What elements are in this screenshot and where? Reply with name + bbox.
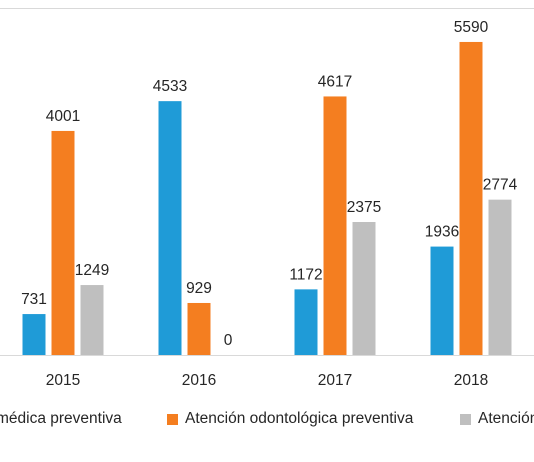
bar-2016-series-1 [158,101,182,355]
legend-label-series-1: médica preventiva [0,410,122,427]
x-tick-label-2015: 2015 [46,372,80,389]
data-label-2015-series-3: 1249 [75,262,109,279]
legend-item-series-1: médica preventiva [0,408,122,430]
data-label-2018-series-1: 1936 [425,224,459,241]
legend-item-series-2: Atención odontológica preventiva [167,408,413,430]
data-label-2018-series-3: 2774 [483,177,518,194]
bar-2017-series-3 [352,222,376,355]
legend-label-series-2: Atención odontológica preventiva [185,410,414,427]
legend-swatch-series-3 [460,413,471,425]
data-label-2015-series-2: 4001 [46,108,80,125]
data-label-2016-series-3: 0 [224,332,233,349]
bar-2018-series-3 [488,199,512,355]
data-label-2016-series-1: 4533 [153,78,187,95]
bar-2015-series-2 [51,130,75,355]
x-tick-label-2017: 2017 [318,372,352,389]
legend-label-series-3: Atención [478,410,534,427]
data-label-2017-series-1: 1172 [289,266,322,283]
bar-2015-series-1 [22,314,46,355]
data-label-2017-series-3: 2375 [347,199,381,216]
legend-item-series-3: Atención [460,408,534,430]
chart-top-border [0,8,534,9]
data-label-2016-series-2: 929 [186,280,212,297]
bar-2016-series-2 [187,302,211,355]
legend-swatch-series-2 [167,413,178,425]
bar-2018-series-2 [459,41,483,356]
data-label-2015-series-1: 731 [21,291,47,308]
data-label-2017-series-2: 4617 [318,73,352,90]
bar-2017-series-1 [294,289,318,355]
data-label-2018-series-2: 5590 [454,19,489,36]
bar-2017-series-2 [323,96,347,355]
legend: médica preventiva Atención odontológica … [0,408,534,432]
bar-chart: 731 4001 1249 2015 4533 929 0 2016 1172 4617 2375 2… [0,19,534,389]
x-tick-label-2016: 2016 [182,372,216,389]
x-tick-label-2018: 2018 [454,372,488,389]
bar-2018-series-1 [430,246,454,355]
bar-2015-series-3 [80,285,104,355]
